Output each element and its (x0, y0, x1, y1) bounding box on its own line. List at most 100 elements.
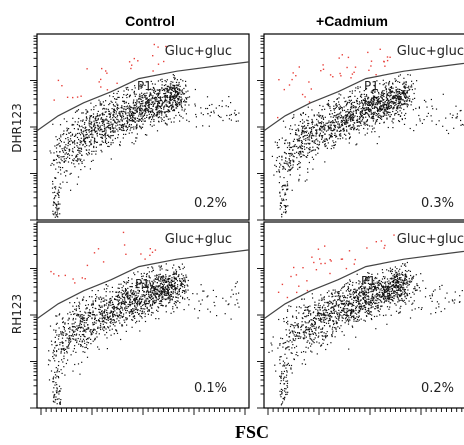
gated-event-dot (97, 248, 100, 250)
event-dot (155, 291, 157, 293)
event-dot (419, 118, 421, 120)
event-dot (55, 158, 57, 161)
event-dot (115, 111, 117, 113)
event-dot (373, 107, 375, 109)
event-dot (360, 114, 362, 116)
event-dot (334, 118, 336, 121)
event-dot (383, 105, 385, 107)
event-dot (276, 171, 278, 173)
event-dot (90, 126, 92, 128)
event-dot (289, 155, 291, 157)
event-dot (59, 213, 61, 215)
event-dot (60, 187, 62, 189)
event-dot (142, 123, 144, 125)
event-dot (136, 303, 138, 306)
event-dot (108, 327, 110, 329)
event-dot (404, 92, 406, 94)
event-dot (412, 98, 414, 100)
event-dot (154, 98, 156, 101)
event-dot (70, 340, 72, 342)
event-dot (61, 372, 63, 374)
event-dot (78, 138, 80, 141)
event-dot (134, 300, 136, 302)
event-dot (285, 210, 287, 212)
event-dot (161, 292, 163, 294)
event-dot (343, 128, 345, 130)
event-dot (379, 107, 381, 109)
event-dot (382, 79, 384, 81)
event-dot (149, 305, 151, 307)
event-dot (398, 103, 400, 105)
event-dot (320, 117, 323, 119)
gated-event-dots (53, 43, 167, 101)
event-dot (122, 309, 124, 311)
event-dot (351, 90, 353, 92)
gated-event-dot (57, 79, 60, 82)
event-dot (100, 117, 103, 119)
event-dot (185, 97, 187, 100)
event-dot (355, 87, 357, 89)
event-dot (101, 313, 103, 315)
event-dot (398, 99, 400, 101)
event-dot (171, 299, 173, 301)
event-dot (161, 84, 163, 86)
event-dot (93, 140, 95, 142)
event-dot (392, 127, 394, 129)
event-dot (84, 127, 86, 130)
event-dot (165, 276, 167, 278)
gated-event-dot (367, 51, 369, 54)
event-dot (103, 114, 105, 116)
event-dot (73, 348, 75, 350)
event-dot (347, 300, 349, 303)
event-dot (158, 274, 160, 276)
event-dot (59, 183, 61, 185)
event-dot (174, 286, 176, 288)
event-dot (294, 124, 296, 126)
event-dot (346, 130, 348, 132)
event-dot (74, 166, 76, 168)
event-dot (184, 101, 186, 103)
event-dot (95, 153, 97, 155)
event-dot (363, 121, 365, 123)
event-dot (116, 106, 118, 109)
event-dot (89, 315, 91, 317)
event-dot (180, 115, 182, 118)
event-dot (165, 281, 167, 283)
event-dot (82, 316, 84, 318)
event-dot (366, 119, 369, 121)
event-dot (79, 315, 81, 317)
event-dot (375, 113, 377, 115)
event-dot (325, 124, 327, 126)
event-dot (52, 378, 54, 380)
event-dot (56, 403, 58, 405)
event-dot (390, 100, 392, 102)
event-dot (136, 302, 138, 304)
event-dot (288, 149, 291, 151)
event-dot (59, 403, 61, 405)
event-dot (136, 102, 138, 104)
event-dot (187, 279, 189, 282)
event-dot (131, 301, 133, 303)
event-dot (150, 287, 152, 290)
event-dot (95, 141, 97, 143)
event-dot (101, 103, 103, 105)
event-dot (309, 134, 311, 136)
event-dot (349, 100, 351, 102)
event-dot (146, 285, 148, 287)
event-dot (376, 100, 378, 102)
event-dot (152, 303, 154, 305)
event-dot (126, 88, 128, 90)
event-dot (91, 121, 93, 123)
event-dot (332, 140, 334, 142)
event-dot (387, 82, 390, 84)
event-dot (166, 116, 168, 118)
event-dot (145, 303, 147, 305)
event-dot (341, 123, 343, 125)
event-dot (54, 347, 56, 349)
event-dot (292, 159, 294, 161)
event-dot (334, 144, 336, 146)
event-dot (52, 400, 54, 402)
event-dot (400, 99, 402, 101)
event-dot (350, 117, 352, 119)
event-dot (106, 119, 108, 121)
